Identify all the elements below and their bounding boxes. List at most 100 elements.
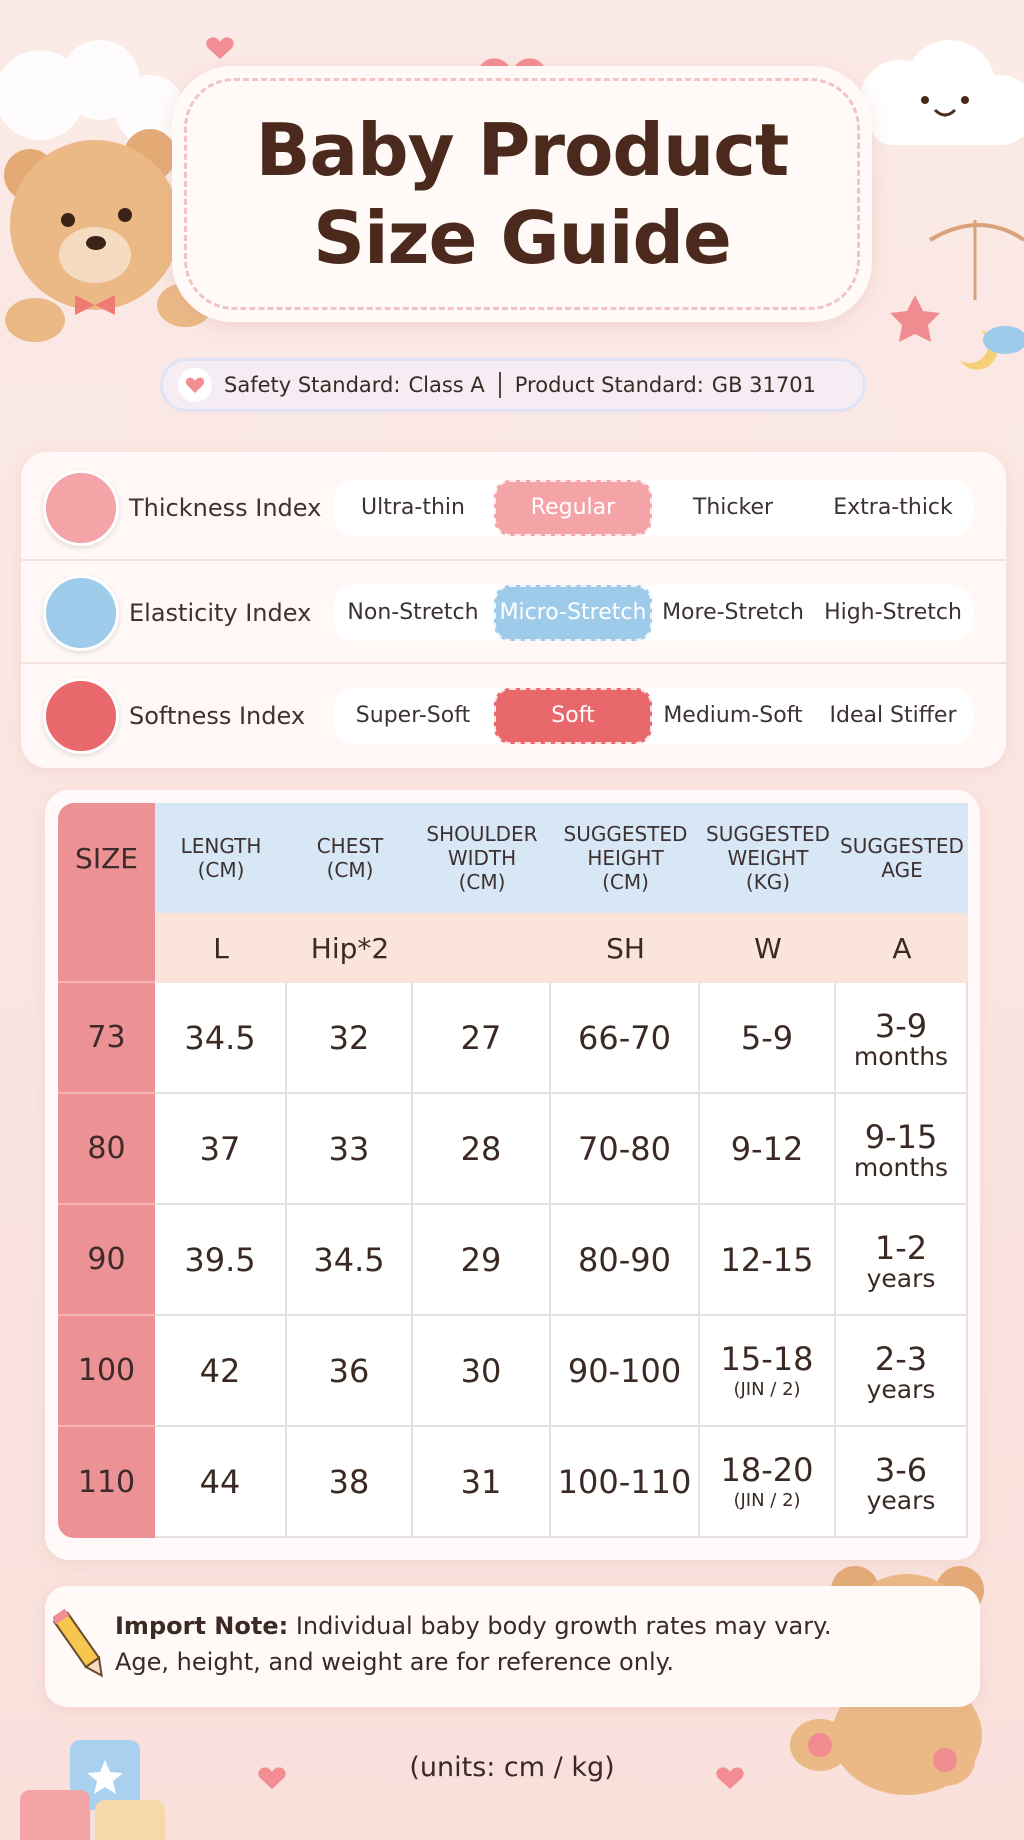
title-card: Baby Product Size Guide	[172, 66, 872, 322]
header-line: WIDTH	[447, 846, 517, 870]
code-cell: W	[700, 913, 836, 983]
cell-value: 90-100	[567, 1351, 682, 1390]
code-label: SH	[606, 931, 645, 965]
index-option: Extra-thick	[833, 494, 953, 520]
code-label: L	[213, 931, 229, 965]
cloud-left	[0, 40, 185, 145]
data-cell: 66-70	[551, 983, 700, 1094]
data-cell: 3-9 months	[836, 983, 968, 1094]
cell-value: 34.5	[313, 1240, 385, 1279]
data-cell: 30	[413, 1316, 551, 1427]
cell-value: 42	[199, 1351, 241, 1390]
data-cell: 34.5	[287, 1205, 413, 1316]
note-card: Import Note: Individual baby body growth…	[45, 1586, 980, 1707]
size-cell: 80	[58, 1094, 155, 1205]
header-line: AGE	[881, 858, 923, 882]
index-options: Ultra-thin Regular Thicker Extra-thick	[333, 479, 973, 536]
cell-sub: years	[866, 1263, 936, 1293]
cell-main: 3-9	[874, 1006, 928, 1045]
index-option: Medium-Soft	[663, 702, 803, 728]
cell-value: 100-110	[557, 1462, 692, 1501]
data-cell: 44	[155, 1427, 287, 1538]
data-cell: 100-110	[551, 1427, 700, 1538]
size-cell: 100	[58, 1316, 155, 1427]
header-cell: SUGGESTED AGE	[836, 803, 968, 913]
index-option: Ultra-thin	[361, 494, 465, 520]
code-cell: Hip*2	[287, 913, 413, 983]
header-line: SUGGESTED	[840, 834, 964, 858]
cell-value: 38	[328, 1462, 370, 1501]
cell-value: 30	[460, 1351, 502, 1390]
index-option: Micro-Stretch	[494, 584, 652, 641]
index-option: More-Stretch	[662, 599, 804, 625]
cell-value: 34.5	[184, 1018, 256, 1057]
index-icon	[43, 469, 119, 546]
header-cell: LENGTH (CM)	[155, 803, 287, 913]
code-label: Hip*2	[310, 931, 390, 965]
title-frame: Baby Product Size Guide	[184, 78, 860, 310]
cell-value: 28	[460, 1129, 502, 1168]
code-cell	[413, 913, 551, 983]
data-cell: 33	[287, 1094, 413, 1205]
header-line: WEIGHT	[727, 846, 809, 870]
note-text-block: Import Note: Individual baby body growth…	[115, 1608, 835, 1680]
cell-value: 100	[77, 1353, 136, 1388]
code-cell: L	[155, 913, 287, 983]
blocks	[20, 1740, 165, 1840]
units-footer: (units: cm / kg)	[409, 1752, 615, 1783]
cell-value: 80-90	[578, 1240, 671, 1279]
data-cell: 80-90	[551, 1205, 700, 1316]
data-cell: 39.5	[155, 1205, 287, 1316]
data-cell: 15-18 (JIN / 2)	[700, 1316, 836, 1427]
cell-value: 5-9	[740, 1018, 794, 1057]
index-option: Thicker	[692, 494, 774, 520]
bear-top	[4, 129, 213, 342]
data-cell: 12-15	[700, 1205, 836, 1316]
index-row: Softness Index Super-Soft Soft Medium-Soft I…	[21, 662, 1006, 767]
size-cell: 90	[58, 1205, 155, 1316]
cell-main: 15-18	[720, 1339, 814, 1378]
cell-sub: years	[866, 1374, 936, 1404]
index-row: Elasticity Index Non-Stretch Micro-Stretch…	[21, 559, 1006, 664]
heart-icon	[178, 368, 212, 402]
product-value: GB 31701	[711, 373, 816, 397]
header-line: CHEST	[316, 834, 384, 858]
cell-value: 110	[77, 1465, 136, 1500]
cell-sub: (JIN / 2)	[733, 1489, 801, 1511]
index-option: Soft	[494, 687, 652, 744]
data-cell: 9-15 months	[836, 1094, 968, 1205]
header-line: SUGGESTED	[563, 822, 688, 846]
data-cell: 38	[287, 1427, 413, 1538]
data-cell: 29	[413, 1205, 551, 1316]
data-cell: 37	[155, 1094, 287, 1205]
pencil-icon	[53, 1608, 103, 1678]
index-options: Non-Stretch Micro-Stretch More-Stretch High…	[333, 584, 973, 641]
size-table: SIZE LENGTH (CM) CHEST (CM) SHOULDER WIDTH (CM)…	[45, 790, 980, 1560]
data-cell: 1-2 years	[836, 1205, 968, 1316]
cell-sub: (JIN / 2)	[733, 1378, 801, 1400]
index-option: Regular	[494, 479, 652, 536]
header-line: SHOULDER	[426, 822, 538, 846]
cell-main: 18-20	[720, 1450, 814, 1489]
header-line: (CM)	[326, 858, 374, 882]
header-cell: CHEST (CM)	[287, 803, 413, 913]
cell-value: 33	[328, 1129, 370, 1168]
header-line: HEIGHT	[587, 846, 664, 870]
cell-value: 27	[460, 1018, 502, 1057]
data-cell: 32	[287, 983, 413, 1094]
note-label: Import Note:	[115, 1612, 289, 1640]
header-line: (KG)	[745, 870, 791, 894]
table-grid: SIZE LENGTH (CM) CHEST (CM) SHOULDER WIDTH (CM)…	[58, 803, 968, 1538]
separator	[498, 372, 501, 398]
code-label: W	[754, 931, 782, 965]
cell-sub: years	[866, 1485, 936, 1515]
cell-value: 37	[199, 1129, 241, 1168]
note-text: Individual baby body growth rates may va…	[115, 1612, 832, 1676]
data-cell: 3-6 years	[836, 1427, 968, 1538]
data-cell: 34.5	[155, 983, 287, 1094]
cell-value: 9-12	[730, 1129, 804, 1168]
index-icon	[43, 574, 119, 651]
safety-label: Safety Standard:	[224, 373, 401, 397]
header-cell: SIZE	[58, 803, 155, 913]
